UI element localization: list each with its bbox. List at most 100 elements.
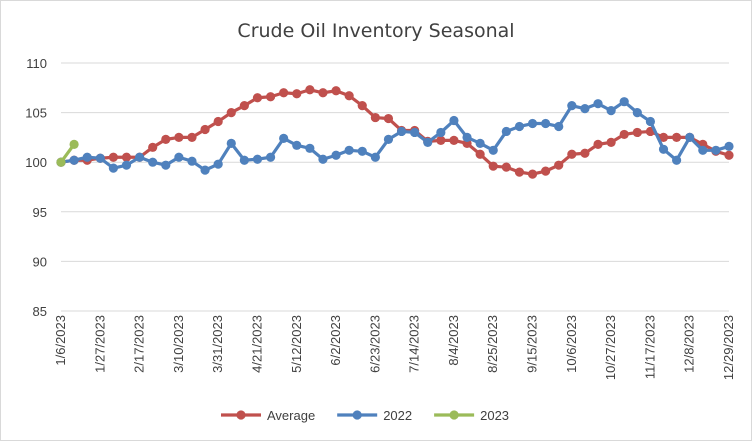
data-point bbox=[685, 132, 695, 142]
data-point bbox=[226, 108, 236, 118]
x-tick-label: 3/10/2023 bbox=[171, 315, 186, 373]
data-point bbox=[462, 132, 472, 142]
data-point bbox=[187, 156, 197, 166]
data-point bbox=[292, 89, 302, 99]
x-tick-label: 12/29/2023 bbox=[721, 315, 736, 380]
data-point bbox=[200, 165, 210, 175]
data-point bbox=[213, 116, 223, 127]
data-point bbox=[567, 101, 577, 111]
data-point bbox=[148, 142, 158, 152]
data-point bbox=[357, 101, 367, 111]
data-point bbox=[711, 145, 721, 155]
data-point bbox=[632, 108, 642, 118]
data-point bbox=[239, 155, 249, 165]
series-2022 bbox=[56, 97, 734, 175]
data-point bbox=[200, 124, 210, 135]
x-tick-label: 6/23/2023 bbox=[367, 315, 382, 373]
y-tick-label: 105 bbox=[25, 106, 47, 121]
data-point bbox=[698, 145, 708, 155]
legend-label: 2022 bbox=[383, 408, 412, 423]
series-2023 bbox=[56, 139, 79, 167]
data-point bbox=[501, 126, 511, 137]
data-point bbox=[226, 138, 236, 148]
legend-swatch-marker bbox=[236, 410, 246, 420]
data-point bbox=[121, 152, 132, 162]
series-lines bbox=[56, 85, 734, 179]
y-tick-label: 90 bbox=[33, 254, 47, 269]
legend: Average 2022 2023 bbox=[221, 408, 509, 423]
data-point bbox=[606, 106, 616, 116]
data-point bbox=[292, 140, 302, 150]
x-tick-label: 10/27/2023 bbox=[603, 315, 618, 380]
x-tick-label: 8/25/2023 bbox=[485, 315, 500, 373]
data-point bbox=[383, 134, 394, 144]
data-point bbox=[331, 150, 341, 160]
data-point bbox=[357, 146, 367, 156]
y-axis-ticks: 85 90 95 100 105 110 bbox=[25, 56, 47, 319]
data-point bbox=[134, 152, 145, 162]
x-tick-label: 8/4/2023 bbox=[446, 315, 461, 366]
x-tick-label: 3/31/2023 bbox=[210, 315, 225, 373]
data-point bbox=[488, 161, 498, 171]
data-point bbox=[174, 132, 184, 142]
data-point bbox=[344, 91, 354, 101]
chart-title: Crude Oil Inventory Seasonal bbox=[237, 20, 514, 42]
legend-item: Average bbox=[221, 408, 315, 423]
data-point bbox=[161, 134, 171, 144]
data-point bbox=[658, 132, 669, 142]
series-line bbox=[60, 100, 730, 172]
data-point bbox=[305, 143, 315, 153]
data-point bbox=[593, 99, 603, 109]
data-point bbox=[672, 155, 682, 165]
data-point bbox=[672, 132, 682, 142]
data-point bbox=[436, 135, 446, 145]
data-point bbox=[383, 113, 394, 124]
x-tick-label: 4/21/2023 bbox=[249, 315, 264, 373]
data-point bbox=[161, 160, 171, 170]
y-tick-label: 100 bbox=[25, 155, 47, 170]
data-point bbox=[541, 118, 551, 129]
data-point bbox=[501, 162, 511, 172]
x-tick-label: 10/6/2023 bbox=[564, 315, 579, 373]
data-point bbox=[567, 149, 577, 159]
data-point bbox=[554, 160, 564, 170]
data-point bbox=[279, 133, 289, 143]
data-point bbox=[187, 132, 197, 142]
data-point bbox=[436, 127, 446, 138]
data-point bbox=[121, 160, 132, 170]
data-point bbox=[632, 127, 642, 138]
y-tick-label: 110 bbox=[26, 56, 47, 71]
x-axis-ticks: 1/6/2023 1/27/2023 2/17/2023 3/10/2023 3/31/… bbox=[53, 315, 736, 380]
data-point bbox=[580, 104, 590, 114]
data-point bbox=[370, 112, 380, 123]
x-tick-label: 7/14/2023 bbox=[407, 315, 422, 373]
y-tick-label: 85 bbox=[33, 304, 47, 319]
data-point bbox=[724, 150, 734, 160]
x-tick-label: 12/8/2023 bbox=[682, 315, 697, 373]
data-point bbox=[541, 166, 551, 176]
data-point bbox=[619, 97, 629, 107]
x-tick-label: 5/12/2023 bbox=[289, 315, 304, 373]
gridlines bbox=[61, 62, 729, 312]
data-point bbox=[82, 152, 92, 162]
data-point bbox=[265, 152, 276, 162]
data-point bbox=[606, 137, 616, 147]
data-point bbox=[252, 93, 263, 103]
data-point bbox=[252, 154, 263, 164]
data-point bbox=[56, 157, 66, 167]
x-tick-label: 2/17/2023 bbox=[132, 315, 147, 373]
legend-label: 2023 bbox=[480, 408, 509, 423]
data-point bbox=[619, 129, 629, 140]
y-tick-label: 95 bbox=[33, 205, 47, 220]
data-point bbox=[724, 141, 734, 151]
data-point bbox=[488, 145, 498, 155]
data-point bbox=[108, 152, 118, 162]
data-point bbox=[174, 152, 184, 162]
legend-item: 2023 bbox=[434, 408, 509, 423]
legend-swatch-marker bbox=[352, 410, 362, 420]
data-point bbox=[318, 154, 328, 164]
x-tick-label: 11/17/2023 bbox=[642, 315, 657, 379]
legend-swatch-marker bbox=[449, 410, 459, 420]
data-point bbox=[239, 101, 249, 111]
